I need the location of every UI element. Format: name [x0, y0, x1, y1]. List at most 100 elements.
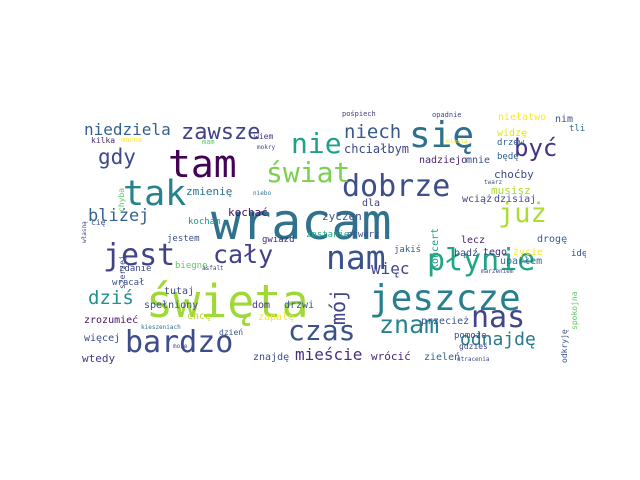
word: wtedy: [82, 352, 116, 365]
word: gwiazd: [262, 235, 295, 245]
word: być: [514, 134, 558, 162]
word: otwórz: [347, 230, 380, 240]
word: tli: [569, 124, 586, 134]
word: tak: [123, 174, 187, 214]
word: bliżej: [88, 206, 150, 226]
word: mieście: [295, 345, 363, 364]
word: może: [173, 343, 188, 350]
word: pomoże: [454, 331, 487, 341]
word: odkryję: [560, 329, 569, 363]
word: zyczen: [322, 210, 362, 223]
word: spokojna: [570, 291, 579, 330]
word: życie: [513, 247, 544, 258]
word: już: [498, 198, 547, 229]
word: odnajdę: [460, 329, 536, 350]
word: drzew: [497, 138, 525, 148]
word: lecz: [461, 235, 486, 246]
word: jakiś: [394, 245, 422, 255]
word: jestem: [167, 234, 200, 244]
word: kilka: [91, 136, 116, 145]
word: szerzej: [118, 255, 127, 289]
word: zostanie: [306, 230, 350, 240]
word: własną: [81, 221, 88, 243]
word: znajdę: [253, 352, 290, 363]
word: kieszeniach: [141, 324, 181, 331]
word: znam: [379, 310, 440, 339]
word: koncert: [430, 227, 441, 270]
word: tam: [168, 142, 237, 186]
word: dom: [252, 300, 271, 311]
word: musisz: [491, 184, 531, 197]
word: nam: [326, 238, 386, 277]
word: wiem: [254, 132, 274, 141]
word: utracenia: [457, 356, 490, 363]
word: chciałbym: [344, 142, 410, 156]
word: biegnę: [175, 261, 208, 271]
word: mnie: [466, 155, 491, 166]
word: niełatwo: [498, 112, 547, 123]
word: świat: [266, 156, 351, 189]
word: nas: [471, 300, 526, 335]
word: choćby: [494, 168, 534, 181]
word: dobrze: [342, 169, 451, 204]
word: wrócić: [371, 350, 411, 363]
word: więc: [371, 259, 410, 278]
word: wciąż: [462, 194, 493, 205]
word: czas: [288, 314, 356, 347]
word: dla: [362, 198, 381, 209]
word: drzwi: [284, 300, 315, 311]
word: wracam: [211, 193, 392, 251]
word: zapalę: [258, 312, 295, 323]
word: nadziejo: [419, 155, 468, 166]
word: uparłem: [500, 256, 543, 267]
word: tutaj: [164, 286, 195, 297]
word: widzę: [497, 128, 528, 139]
word: wracał: [112, 278, 145, 288]
word-cloud: wracam święta jeszcze nam płynie tam tak…: [79, 105, 586, 373]
word: więcej: [84, 333, 121, 344]
word: nie: [291, 127, 342, 160]
word: będę: [497, 152, 519, 162]
word: opadnie: [432, 111, 462, 119]
word: pośpiech: [342, 110, 376, 118]
word: zieleń: [424, 352, 461, 363]
word: spełniony: [144, 300, 199, 311]
word: zdanie: [119, 264, 152, 274]
word: cały: [213, 240, 274, 269]
word: się: [409, 115, 475, 156]
word: mój: [326, 288, 350, 325]
word: bardzo: [125, 325, 234, 360]
word: zrozumieć: [84, 315, 139, 326]
word: można: [121, 136, 143, 144]
word: marzeniem: [481, 268, 514, 275]
word: idę: [571, 249, 586, 259]
word: twarz: [484, 179, 503, 186]
word: cię: [91, 218, 106, 227]
word: niech: [344, 121, 402, 143]
word: tego: [483, 247, 508, 258]
word: przecież: [421, 316, 470, 327]
word: nim: [555, 114, 574, 125]
word: chyba: [117, 187, 126, 212]
word: mokry: [257, 144, 276, 151]
word: święta: [146, 275, 309, 328]
word: niebo: [253, 190, 272, 197]
word: drogę: [537, 234, 568, 245]
word: dzień: [219, 328, 244, 337]
word: jeszcze: [369, 278, 521, 319]
word: dzisiaj: [494, 194, 537, 205]
word: kocham: [188, 217, 221, 227]
word: niedziela: [84, 120, 171, 139]
word: zmienię: [186, 185, 233, 198]
word: mam: [202, 138, 215, 146]
word: gdzieś: [459, 342, 488, 351]
word: bądź: [454, 248, 479, 259]
word: dziś: [88, 287, 134, 309]
word: chcę: [187, 311, 212, 322]
word: jest: [103, 238, 176, 273]
word: zawsze: [181, 120, 261, 145]
word: miasta: [446, 138, 468, 145]
word: kochać: [228, 206, 268, 219]
word: gdy: [98, 145, 136, 169]
word: płynie: [427, 243, 536, 278]
